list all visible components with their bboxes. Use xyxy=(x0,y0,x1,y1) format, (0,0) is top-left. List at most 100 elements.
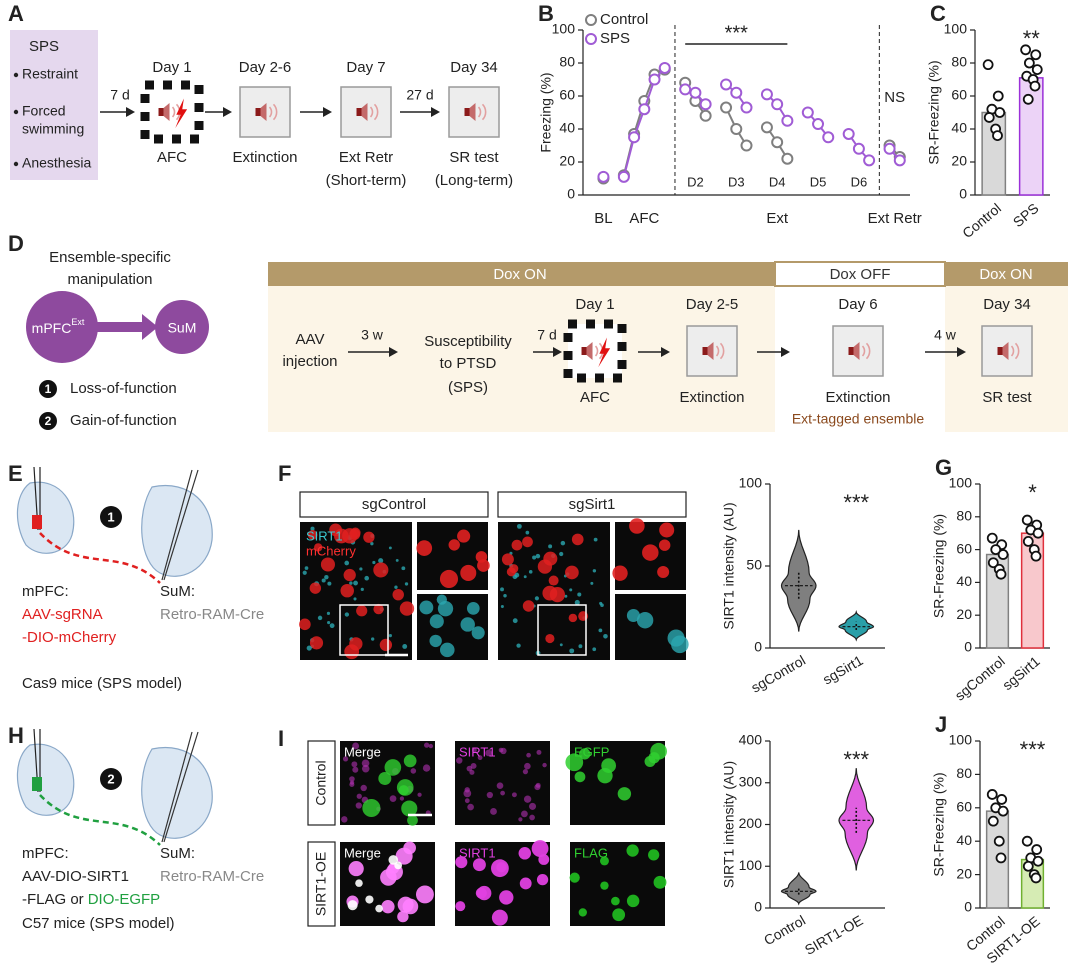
label: SR test xyxy=(449,149,499,166)
row-label-box xyxy=(307,740,336,826)
cell xyxy=(626,608,640,623)
projection xyxy=(39,532,161,584)
cell xyxy=(569,648,575,654)
speaker xyxy=(464,108,470,116)
cell xyxy=(518,847,532,860)
speaker xyxy=(469,103,476,121)
cell xyxy=(352,742,360,750)
speaker xyxy=(702,347,708,355)
brain-section xyxy=(141,485,213,577)
label: SuM xyxy=(168,320,197,336)
data-point xyxy=(1030,550,1042,562)
cell xyxy=(395,558,399,562)
series-point xyxy=(699,109,712,122)
cell xyxy=(439,569,459,589)
x-group-label: BL xyxy=(594,210,612,227)
y-tick-label: 0 xyxy=(754,899,762,915)
arrow-head xyxy=(957,347,966,357)
cell xyxy=(310,526,315,531)
y-tick-label: 100 xyxy=(944,21,968,37)
cell xyxy=(372,560,376,565)
cell xyxy=(593,537,598,542)
panel-letter: D xyxy=(8,231,24,256)
series-point xyxy=(781,152,794,165)
arrow-head xyxy=(223,107,232,117)
cell xyxy=(599,856,609,866)
cell xyxy=(536,749,542,755)
data-point xyxy=(1022,93,1034,105)
arrow-head xyxy=(323,107,332,117)
cell xyxy=(526,752,531,758)
sound-wave xyxy=(373,103,379,121)
label: mCherry xyxy=(306,543,356,558)
series-point xyxy=(883,142,896,155)
cell xyxy=(559,551,564,557)
cell xyxy=(407,814,418,826)
node-label: mPFCExt xyxy=(32,317,85,335)
cell xyxy=(398,785,409,796)
sound-wave xyxy=(1010,345,1015,357)
cell xyxy=(471,626,485,640)
dox-banner xyxy=(945,262,1068,286)
number-badge xyxy=(100,506,122,528)
cell xyxy=(653,875,667,889)
cell xyxy=(373,562,389,578)
y-tick-label: 60 xyxy=(559,87,575,103)
cell xyxy=(571,533,584,546)
cell xyxy=(565,753,584,772)
y-axis-label: SR-Freezing (%) xyxy=(931,772,947,876)
cell xyxy=(429,614,444,629)
series-point xyxy=(648,73,661,86)
cell xyxy=(389,795,397,802)
node xyxy=(155,300,209,354)
cell xyxy=(522,536,533,548)
cell xyxy=(475,887,487,899)
cell xyxy=(600,881,609,890)
speaker xyxy=(361,103,368,121)
data-point xyxy=(995,568,1007,580)
cell xyxy=(399,601,415,616)
y-axis-label: SIRT1 intensity (AU) xyxy=(721,502,737,629)
speaker xyxy=(853,342,860,360)
cell xyxy=(603,633,608,639)
speaker xyxy=(997,347,1003,355)
cell xyxy=(512,618,518,624)
speaker xyxy=(163,103,170,121)
cell xyxy=(648,752,660,764)
series-point xyxy=(812,118,825,131)
label: -FLAG or DIO-EGFP xyxy=(22,891,160,908)
label: Day 34 xyxy=(983,296,1031,313)
y-tick-label: 80 xyxy=(956,508,972,524)
cell xyxy=(490,808,497,815)
cell xyxy=(519,877,532,890)
cell xyxy=(362,798,381,818)
data-point xyxy=(995,852,1007,864)
y-tick-label: 0 xyxy=(964,899,972,915)
label: injection xyxy=(282,353,337,370)
cell xyxy=(578,644,583,649)
significance: * xyxy=(1028,480,1037,505)
cell xyxy=(528,570,533,574)
cell xyxy=(577,592,582,597)
speaker xyxy=(356,108,362,116)
cell xyxy=(599,601,603,606)
label: AFC xyxy=(580,389,610,406)
label: SuM: xyxy=(160,583,195,600)
label: sgControl xyxy=(362,496,426,513)
cell xyxy=(503,594,507,598)
series-point xyxy=(740,139,753,152)
day-label: D6 xyxy=(851,174,868,189)
cell xyxy=(636,612,654,629)
label: to PTSD xyxy=(440,355,497,372)
bullet xyxy=(13,72,19,78)
arrow-head xyxy=(661,347,670,357)
shock-icon xyxy=(175,98,188,129)
label: Day 2-6 xyxy=(239,59,292,76)
cell xyxy=(467,803,474,811)
cell xyxy=(498,747,504,753)
y-tick-label: 100 xyxy=(949,475,973,491)
cell xyxy=(353,597,357,601)
legend-marker xyxy=(585,14,597,26)
cell xyxy=(659,522,675,538)
